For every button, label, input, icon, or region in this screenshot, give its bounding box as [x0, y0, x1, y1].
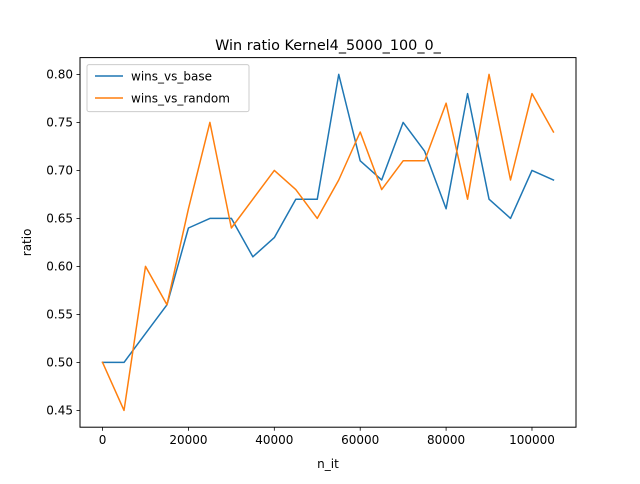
y-tick-label: 0.55 — [46, 308, 73, 322]
x-tick-label: 100000 — [509, 433, 555, 447]
plot-marks — [101, 73, 555, 412]
series-line-wins-vs-random — [101, 73, 555, 412]
legend-label-wins-vs-random: wins_vs_random — [131, 91, 230, 105]
legend-label-wins-vs-base: wins_vs_base — [131, 69, 212, 83]
y-tick-label: 0.70 — [46, 164, 73, 178]
y-tick-label: 0.80 — [46, 68, 73, 82]
legend-box — [86, 64, 250, 113]
x-axis-label: n_it — [317, 457, 339, 471]
y-tick-label: 0.60 — [46, 260, 73, 274]
legend: wins_vs_base wins_vs_random — [86, 64, 250, 113]
y-tick-label: 0.45 — [46, 404, 73, 418]
y-tick-label: 0.65 — [46, 212, 73, 226]
y-tick-label: 0.75 — [46, 116, 73, 130]
x-tick-label: 80000 — [427, 433, 465, 447]
series-line-wins-vs-base — [101, 73, 555, 364]
plot-frame — [79, 57, 577, 428]
y-tick-label: 0.50 — [46, 356, 73, 370]
axis-ticks: 0 20000 40000 60000 80000 100000 0.45 0.50 0.55 0… — [46, 68, 555, 448]
x-tick-label: 60000 — [341, 433, 379, 447]
x-tick-label: 40000 — [255, 433, 293, 447]
chart-title: Win ratio Kernel4_5000_100_0_ — [215, 38, 442, 54]
x-tick-label: 20000 — [169, 433, 207, 447]
y-axis-label: ratio — [20, 229, 34, 257]
x-tick-label: 0 — [99, 433, 107, 447]
